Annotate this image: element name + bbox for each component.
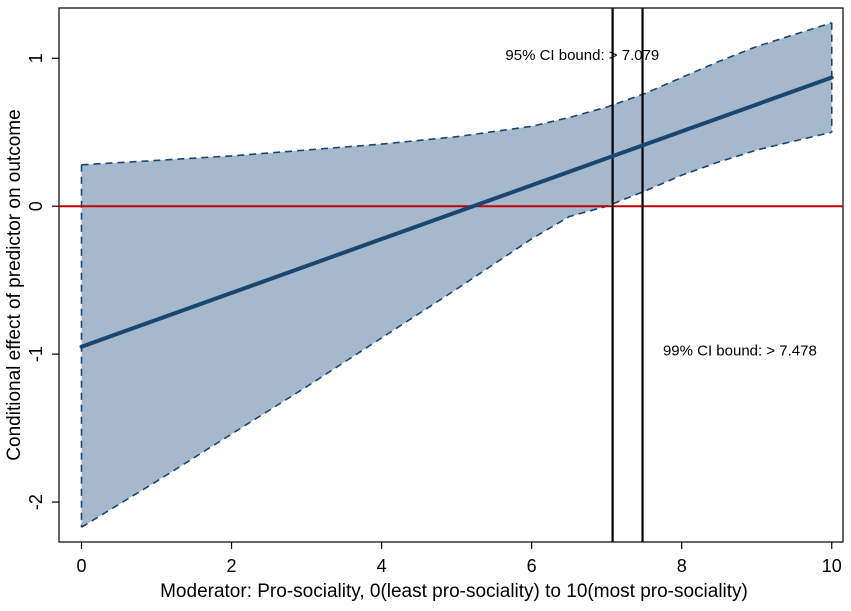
annotations: 95% CI bound: > 7.079 99% CI bound: > 7.4… xyxy=(505,47,816,360)
ci-bound-annotation-1: 95% CI bound: > 7.079 xyxy=(505,47,659,64)
ci-band-area xyxy=(81,22,832,528)
x-tick-label: 10 xyxy=(822,556,842,576)
y-tick-label: -2 xyxy=(26,494,46,510)
x-tick-label: 4 xyxy=(377,556,387,576)
threshold-lines-layer xyxy=(611,8,644,542)
y-tick-label: 1 xyxy=(26,53,46,63)
ci-bound-annotation-2: 99% CI bound: > 7.478 xyxy=(663,343,817,360)
x-axis-title: Moderator: Pro-sociality, 0(least pro-so… xyxy=(160,581,748,602)
ci-lower-bound xyxy=(81,131,832,528)
estimate-line xyxy=(79,75,834,349)
x-tick-label: 2 xyxy=(227,556,237,576)
estimate-line-layer xyxy=(79,75,834,349)
y-tick-label: 0 xyxy=(26,201,46,211)
y-tick-label: -1 xyxy=(26,346,46,362)
axes: 0 2 4 6 8 10 -2 -1 0 1 xyxy=(26,53,842,576)
x-tick-label: 8 xyxy=(677,556,687,576)
ci-upper-bound xyxy=(81,22,832,166)
x-tick-label: 6 xyxy=(527,556,537,576)
y-axis-title: Conditional effect of predictor on outco… xyxy=(4,109,25,460)
x-tick-label: 0 xyxy=(76,556,86,576)
